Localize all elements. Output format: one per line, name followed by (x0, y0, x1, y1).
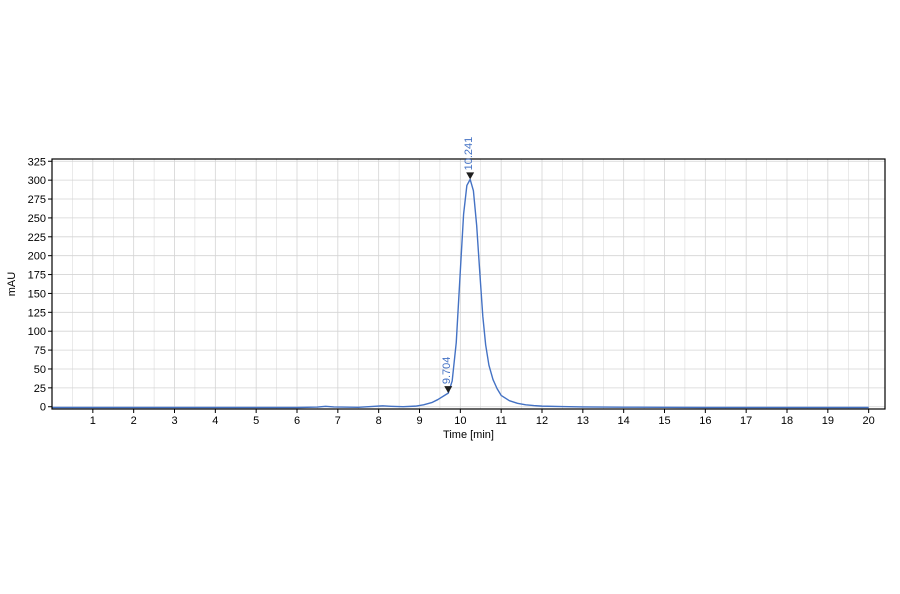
y-tick-label: 125 (28, 307, 46, 319)
y-tick-label: 75 (34, 345, 46, 357)
x-tick-label: 4 (212, 415, 218, 427)
x-tick-label: 19 (822, 415, 834, 427)
x-tick-label: 5 (253, 415, 259, 427)
x-tick-label: 20 (863, 415, 875, 427)
y-tick-label: 225 (28, 232, 46, 244)
y-tick-label: 100 (28, 326, 46, 338)
x-tick-label: 11 (495, 415, 506, 427)
x-tick-label: 17 (740, 415, 752, 427)
y-tick-label: 175 (28, 270, 46, 282)
y-tick-label: 200 (28, 251, 46, 263)
x-tick-label: 18 (781, 415, 793, 427)
peak-label: 10.241 (463, 137, 475, 171)
y-tick-label: 300 (28, 175, 46, 187)
y-tick-label: 0 (40, 402, 46, 414)
grid (52, 159, 885, 409)
y-axis-ticks: 0 25 50 75 100 125 150 175 200 225 250 275 300 325 (28, 156, 52, 414)
peak-marker-icon (466, 172, 475, 180)
x-tick-label: 3 (171, 415, 177, 427)
trace-line (52, 178, 869, 409)
y-tick-label: 325 (28, 156, 46, 168)
x-tick-label: 12 (536, 415, 548, 427)
y-axis-label: mAU (6, 272, 18, 297)
x-tick-label: 16 (699, 415, 711, 427)
x-tick-label: 7 (335, 415, 341, 427)
x-tick-label: 15 (658, 415, 670, 427)
x-axis-label: Time [min] (443, 429, 494, 441)
peak-annotations: 9.704 10.241 (441, 137, 475, 394)
x-tick-label: 14 (618, 415, 630, 427)
y-tick-label: 50 (34, 364, 46, 376)
plot-frame (51, 158, 886, 410)
x-tick-label: 8 (376, 415, 382, 427)
x-tick-label: 1 (90, 415, 96, 427)
x-axis-ticks: 1 2 3 4 5 6 7 8 9 10 11 12 13 14 15 16 17 18 19 20 (90, 409, 875, 427)
x-tick-label: 10 (454, 415, 466, 427)
y-tick-label: 25 (34, 383, 46, 395)
y-tick-label: 275 (28, 194, 46, 206)
x-tick-label: 13 (577, 415, 589, 427)
peak-marker-icon (444, 386, 453, 394)
peak-label: 9.704 (441, 357, 453, 385)
x-tick-label: 2 (131, 415, 137, 427)
y-tick-label: 250 (28, 213, 46, 225)
y-tick-label: 150 (28, 288, 46, 300)
plot-area (52, 178, 869, 409)
x-tick-label: 9 (416, 415, 422, 427)
x-tick-label: 6 (294, 415, 300, 427)
